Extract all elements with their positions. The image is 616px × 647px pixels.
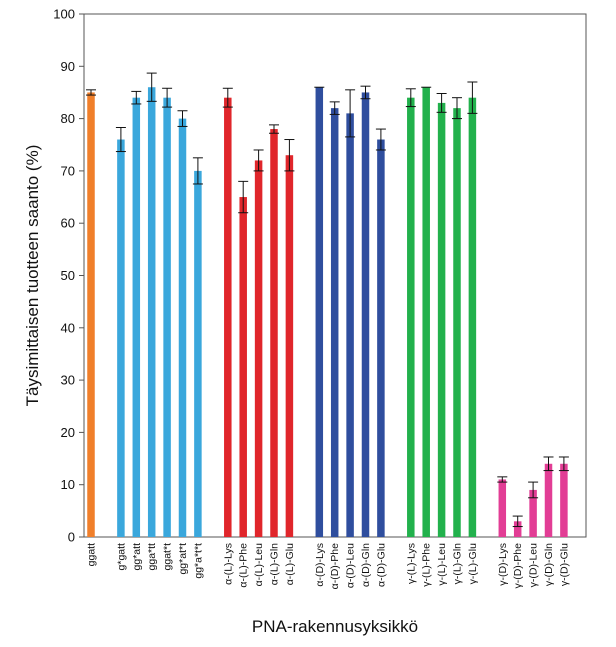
x-category-label: α-(L)-Glu (284, 543, 296, 585)
bar (239, 197, 247, 538)
bar (437, 102, 446, 537)
x-category-label: γ-(D)-Gln (543, 543, 555, 586)
x-category-label: ggat*t (162, 543, 174, 571)
bar (529, 489, 537, 537)
x-axis-title: PNA-rakennusyksikkö (252, 617, 418, 636)
x-category-label: α-(D)-Leu (345, 543, 357, 588)
bar (377, 139, 385, 537)
bar (361, 92, 370, 537)
bars (87, 87, 568, 538)
bar (132, 97, 141, 538)
y-tick-label: 90 (61, 59, 75, 74)
y-tick-label: 0 (68, 530, 75, 545)
bar (224, 97, 232, 538)
y-tick-label: 60 (61, 216, 75, 231)
y-tick-label: 80 (61, 111, 75, 126)
bar (163, 97, 171, 538)
bar (254, 160, 263, 537)
bar (544, 463, 553, 537)
x-category-label: α-(D)-Lys (314, 543, 326, 587)
x-category-label: gg*at*t (177, 543, 189, 575)
x-category-label: γ-(L)-Glu (467, 543, 479, 585)
bar (285, 155, 294, 537)
bar (117, 139, 125, 537)
y-tick-label: 40 (61, 320, 75, 335)
x-category-label: g*gatt (115, 543, 127, 571)
bar (194, 170, 202, 537)
y-axis-title: Täysimittaisen tuotteen saanto (%) (23, 145, 42, 407)
bar (468, 97, 477, 538)
bar (453, 108, 461, 537)
x-category-label: gg*att (131, 543, 143, 571)
bar (407, 97, 415, 538)
bar (422, 87, 430, 537)
bar (178, 118, 187, 537)
x-category-label: γ-(L)-Phe (421, 543, 433, 587)
bar (147, 87, 156, 537)
x-category-label: α-(L)-Phe (238, 543, 250, 588)
y-tick-label: 50 (61, 268, 75, 283)
x-category-label: γ-(L)-Leu (436, 543, 448, 586)
error-bars (86, 72, 569, 528)
category-labels: ggatt g*gatt gg*att gga*tt ggat*t gg*at*t gg*a… (86, 543, 571, 589)
bar (330, 108, 339, 537)
x-category-label: γ-(L)-Gln (452, 543, 464, 585)
y-tick-label: 70 (61, 163, 75, 178)
y-tick-label: 100 (53, 7, 75, 22)
bar (513, 521, 522, 537)
y-tick-label: 20 (61, 425, 75, 440)
bar (315, 87, 324, 537)
bar (560, 463, 568, 537)
x-category-label: α-(D)-Gln (360, 543, 372, 587)
bar (498, 479, 507, 537)
x-category-label: gga*tt (146, 543, 158, 571)
x-category-label: gg*a*t*t (192, 543, 204, 579)
x-category-label: γ-(D)-Leu (528, 543, 540, 587)
x-category-label: γ-(D)-Glu (558, 543, 570, 586)
x-category-label: α-(D)-Phe (329, 543, 341, 589)
x-category-label: α-(D)-Glu (375, 543, 387, 587)
x-category-label: ggatt (86, 543, 98, 566)
bar (270, 129, 278, 537)
x-category-label: γ-(D)-Lys (497, 543, 509, 586)
y-tick-label: 30 (61, 373, 75, 388)
y-tick-label: 10 (61, 477, 75, 492)
x-category-label: α-(L)-Lys (222, 543, 234, 585)
x-category-label: γ-(D)-Phe (512, 543, 524, 589)
x-category-label: α-(L)-Gln (269, 543, 281, 585)
bar (346, 113, 354, 538)
bar (87, 92, 95, 537)
x-category-label: α-(L)-Leu (253, 543, 265, 587)
x-category-label: γ-(L)-Lys (405, 543, 417, 584)
